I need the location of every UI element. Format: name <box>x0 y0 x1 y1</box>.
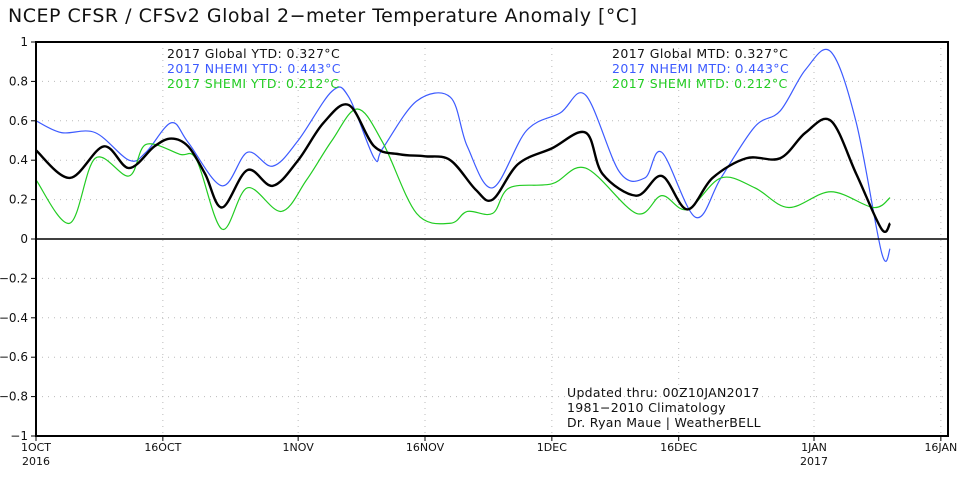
y-tick-label: −0.4 <box>0 311 28 325</box>
annotation-text: Dr. Ryan Maue | WeatherBELL <box>567 415 761 430</box>
y-tick-label: 0.4 <box>9 153 28 167</box>
y-tick-label: −1 <box>10 429 28 443</box>
annotation-text: 1981−2010 Climatology <box>567 400 726 415</box>
y-tick-label: 0.6 <box>9 114 28 128</box>
x-tick-label: 1OCT <box>21 441 51 454</box>
series-group <box>35 48 892 262</box>
legend-entry: 2017 NHEMI YTD: 0.443°C <box>167 61 341 76</box>
legend-entry: 2017 SHEMI YTD: 0.212°C <box>167 76 340 91</box>
x-tick-label: 16OCT <box>144 441 181 454</box>
x-tick-label: 1NOV <box>283 441 315 454</box>
axes: 1 0.8 0.6 0.4 0.2 0 −0.2 −0.4 −0.6 −0.8 −11OCT2016… <box>0 35 957 468</box>
y-tick-label: −0.6 <box>0 350 28 364</box>
legend-entry: 2017 Global MTD: 0.327°C <box>612 46 788 61</box>
x-tick-label: 1JAN <box>801 441 827 454</box>
y-tick-label: −0.2 <box>0 271 28 285</box>
x-tick-label: 16DEC <box>660 441 697 454</box>
series-line-nhemi <box>35 48 891 262</box>
y-tick-label: 0.8 <box>9 74 28 88</box>
legend-entry: 2017 Global YTD: 0.327°C <box>167 46 340 61</box>
y-tick-label: 0 <box>20 232 28 246</box>
y-tick-label: 0.2 <box>9 193 28 207</box>
y-tick-label: −0.8 <box>0 390 28 404</box>
legend-entry: 2017 NHEMI MTD: 0.443°C <box>612 61 789 76</box>
x-tick-year-label: 2017 <box>800 455 828 468</box>
x-tick-label: 16NOV <box>406 441 445 454</box>
series-line-global <box>35 103 892 234</box>
annotation-text: Updated thru: 00Z10JAN2017 <box>567 385 760 400</box>
chart-title: NCEP CFSR / CFSv2 Global 2−meter Tempera… <box>8 5 638 27</box>
x-tick-label: 1DEC <box>537 441 567 454</box>
y-tick-label: 1 <box>20 35 28 49</box>
x-tick-label: 16JAN <box>924 441 957 454</box>
x-tick-year-label: 2016 <box>22 455 50 468</box>
grid <box>36 42 948 442</box>
series-line-shemi <box>35 108 891 230</box>
legend-entry: 2017 SHEMI MTD: 0.212°C <box>612 76 788 91</box>
